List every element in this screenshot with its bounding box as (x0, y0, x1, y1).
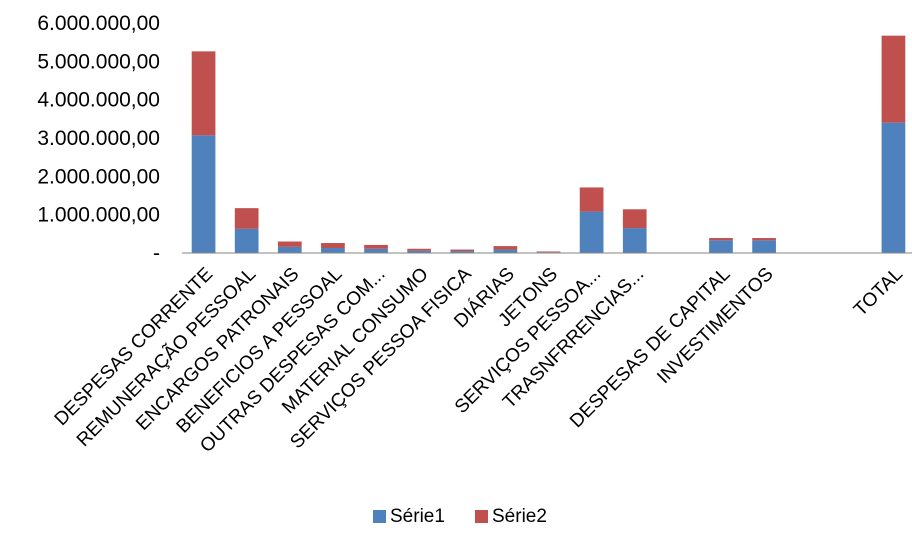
legend-swatch (373, 510, 386, 523)
bar-segment (622, 228, 647, 253)
y-axis-tick-labels: - 1.000.000,00 2.000.000,00 3.000.000,00 4.0… (37, 12, 160, 265)
bar-segment (752, 240, 776, 253)
y-tick-label: 6.000.000,00 (37, 12, 160, 35)
bar-segment (191, 51, 216, 136)
x-tick-label: ENCARGOS PATRONAIS (132, 264, 303, 435)
bar-segment (450, 249, 475, 252)
bar-segment (579, 211, 604, 253)
bar-segment (881, 122, 906, 254)
bar-segment (709, 238, 733, 241)
bar-segment (407, 250, 432, 253)
bar-segment (234, 228, 259, 253)
legend-label: Série2 (492, 506, 547, 527)
bar-segment (493, 249, 518, 253)
y-tick-label: - (153, 242, 160, 265)
bar-segment (364, 248, 388, 253)
bar-segment (536, 251, 561, 253)
legend: Série1 Série2 (373, 506, 547, 527)
bar-segment (234, 208, 259, 229)
bar-segment (450, 251, 475, 253)
bar-segment (493, 246, 518, 250)
y-tick-label: 4.000.000,00 (37, 89, 160, 112)
bar-segment (622, 209, 647, 229)
y-tick-label: 3.000.000,00 (37, 127, 160, 150)
bar-segment (579, 187, 604, 212)
bar-segment (277, 246, 302, 253)
bar-segment (191, 135, 216, 253)
y-tick-label: 2.000.000,00 (37, 165, 160, 188)
bar-segment (321, 248, 345, 253)
bar-segment (364, 244, 388, 249)
legend-swatch (475, 510, 488, 523)
bar-segment (881, 35, 906, 123)
bar-segment (321, 243, 345, 249)
bar-segment (407, 248, 432, 251)
bar-segment (277, 241, 302, 247)
bars-group (191, 35, 906, 254)
x-tick-label: TOTAL (850, 264, 907, 321)
y-tick-label: 5.000.000,00 (37, 50, 160, 73)
bar-segment (709, 240, 733, 253)
legend-label: Série1 (390, 506, 445, 527)
bar-segment (752, 238, 776, 241)
y-tick-label: 1.000.000,00 (37, 204, 160, 227)
